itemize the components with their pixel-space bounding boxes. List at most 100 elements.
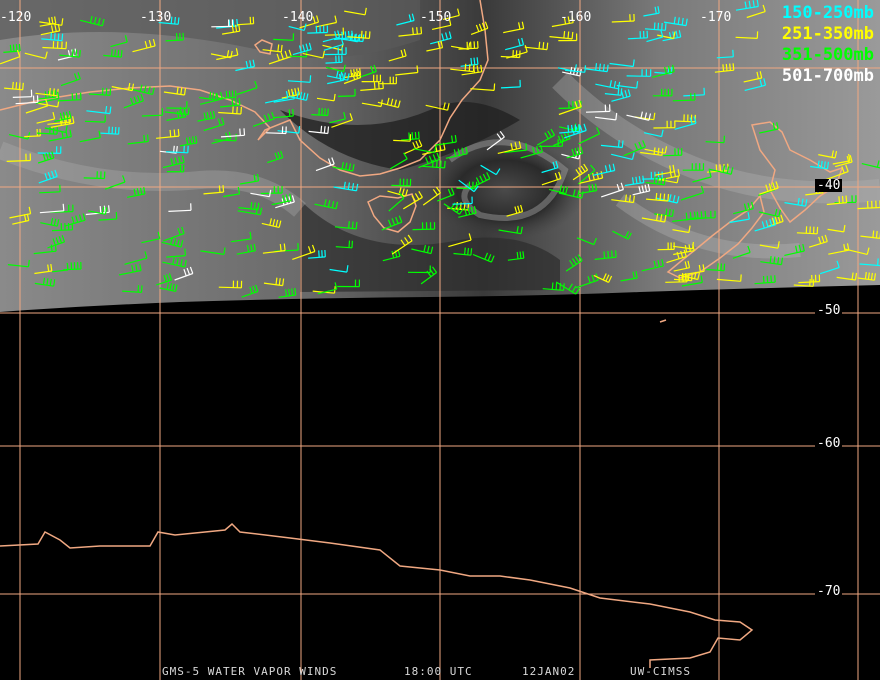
- wind-barb: [264, 90, 289, 104]
- wind-barb: [123, 93, 144, 109]
- wind-barb: [39, 184, 61, 194]
- wind-barb: [746, 4, 766, 19]
- wind-barb: [422, 186, 441, 206]
- wind-barb: [156, 273, 173, 286]
- wind-barb: [333, 181, 359, 192]
- wind-barb: [141, 108, 164, 117]
- wind-barb: [732, 245, 751, 259]
- wind-barb: [860, 230, 880, 239]
- wind-barb: [436, 187, 455, 202]
- wind-barb: [593, 273, 613, 283]
- wind-barb: [214, 133, 237, 142]
- wind-barb: [389, 152, 408, 170]
- wind-barb: [158, 16, 180, 25]
- wind-barb: [388, 192, 405, 212]
- footer-satellite: GMS-5 WATER VAPOR WINDS: [162, 665, 338, 678]
- wind-barb: [472, 252, 495, 263]
- wind-barb: [168, 203, 192, 212]
- wind-barb: [347, 30, 371, 39]
- wind-barb: [317, 282, 338, 295]
- wind-barb: [161, 237, 184, 248]
- wind-barb: [616, 81, 639, 89]
- wind-barb: [828, 243, 850, 255]
- wind-barb: [411, 244, 434, 255]
- wind-barb: [623, 140, 646, 157]
- wind-barb: [657, 242, 675, 251]
- wind-barb: [413, 145, 437, 154]
- wind-barb: [826, 195, 848, 206]
- wind-barb: [162, 226, 185, 242]
- wind-barb: [395, 65, 419, 76]
- wind-barb: [388, 49, 407, 62]
- wind-barb: [235, 59, 256, 72]
- wind-barb: [203, 117, 225, 132]
- wind-barb: [620, 270, 638, 282]
- wind-barb: [326, 70, 350, 81]
- wind-barb: [179, 135, 198, 147]
- legend-item-501-700mb: 501-700mb: [781, 66, 874, 86]
- wind-barb: [325, 55, 343, 64]
- footer-date: 12JAN02: [522, 665, 576, 678]
- wind-barb: [311, 107, 329, 117]
- wind-barb: [565, 254, 583, 272]
- wind-barb: [211, 19, 234, 28]
- wind-barb: [653, 120, 676, 129]
- wind-barb: [292, 42, 312, 56]
- wind-barb: [541, 171, 562, 186]
- wind-barb: [576, 237, 597, 246]
- wind-barb: [673, 260, 691, 272]
- wind-barb: [461, 64, 483, 76]
- wind-barb: [60, 72, 81, 87]
- wind-barb: [162, 257, 187, 268]
- wind-barb: [51, 222, 74, 232]
- wind-barb: [24, 51, 48, 59]
- wind-barb: [827, 224, 846, 233]
- wind-barb: [361, 74, 381, 83]
- wind-barb: [600, 140, 624, 149]
- wind-barb: [729, 212, 750, 224]
- wind-barb: [402, 190, 423, 210]
- wind-barb: [609, 59, 635, 68]
- wind-barb: [611, 194, 635, 204]
- lon-label-120: -120: [0, 10, 32, 25]
- wind-barb: [231, 231, 252, 243]
- wind-barb: [162, 155, 185, 169]
- wind-barb: [337, 88, 356, 97]
- legend-item-251-350mb: 251-350mb: [781, 24, 874, 44]
- wind-barb: [156, 129, 180, 139]
- wind-barb: [104, 175, 126, 190]
- wind-barb: [759, 241, 780, 249]
- wind-barb: [236, 80, 258, 96]
- wind-barb: [124, 251, 148, 265]
- wind-barb: [40, 23, 61, 36]
- wind-barb: [714, 63, 735, 73]
- wind-barb: [758, 208, 781, 218]
- wind-barb: [98, 211, 118, 221]
- lat-label-60: -60: [815, 436, 843, 451]
- wind-barb: [578, 127, 601, 145]
- wind-barb: [127, 186, 146, 198]
- wind-barb: [398, 26, 423, 37]
- wind-barb: [111, 82, 135, 92]
- wind-barb: [324, 47, 347, 56]
- wind-barb: [278, 288, 297, 298]
- wind-barb: [825, 164, 849, 181]
- wind-barb: [798, 274, 821, 284]
- wind-barb: [418, 152, 441, 169]
- wind-barb: [103, 49, 123, 58]
- wind-barb: [810, 160, 829, 170]
- wind-barb: [832, 153, 851, 165]
- wind-barb: [759, 122, 779, 134]
- wind-barb: [470, 172, 491, 189]
- wind-barb: [238, 201, 260, 211]
- wind-barb: [672, 225, 691, 234]
- wind-barb: [263, 277, 285, 287]
- wind-barb: [692, 170, 712, 183]
- wind-barbs: [0, 0, 880, 298]
- wind-barb: [39, 16, 57, 27]
- wind-barb: [524, 41, 549, 51]
- wind-barb: [859, 258, 880, 267]
- wind-barb: [784, 243, 805, 256]
- wind-barb: [12, 89, 33, 98]
